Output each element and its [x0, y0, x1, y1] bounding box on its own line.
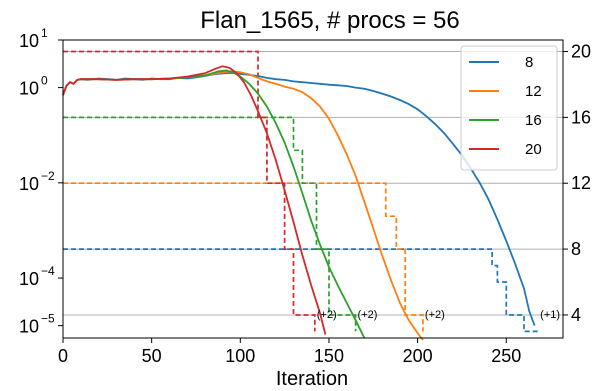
y-tick-label-base: 10 [19, 269, 39, 289]
residual-line-12 [63, 71, 423, 340]
y-tick-label-base: 10 [19, 31, 39, 51]
y2-tick-label: 12 [571, 173, 591, 193]
legend: 8 12 16 20 [461, 46, 557, 170]
proc-line-20 [63, 52, 315, 332]
y-tick-label-exponent: −2 [41, 169, 55, 183]
annotation-label: (+2) [425, 309, 445, 321]
y-tick-label-base: 10 [19, 174, 39, 194]
residual-line-20 [63, 66, 325, 334]
y2-tick-label: 8 [571, 239, 581, 259]
x-tick-label: 150 [314, 346, 344, 366]
y-tick-label-exponent: 1 [41, 26, 48, 40]
legend-label: 12 [525, 83, 542, 100]
y-tick-label-exponent: 0 [41, 74, 48, 88]
legend-box [461, 46, 557, 170]
legend-label: 8 [525, 54, 533, 71]
annotation-label: (+2) [358, 309, 378, 321]
x-tick-label: 50 [142, 346, 162, 366]
x-tick-label: 100 [225, 346, 255, 366]
y-axis-ticks: 10 110 010 −210 −410 −5 [19, 26, 63, 337]
x-axis-label: Iteration [276, 368, 348, 390]
y2-axis-ticks: 20 16 12 8 4 [563, 42, 591, 325]
x-tick-label: 200 [403, 346, 433, 366]
y-tick-label-base: 10 [19, 79, 39, 99]
y2-tick-label: 4 [571, 305, 581, 325]
annotation-label: (+2) [317, 309, 337, 321]
proc-line-8 [63, 249, 538, 331]
annotation-label: (+1) [540, 309, 560, 321]
x-axis-ticks: 0 50 100 150 200 250 [58, 338, 521, 366]
y-tick-label-base: 10 [19, 317, 39, 337]
x-tick-label: 0 [58, 346, 68, 366]
y2-tick-label: 20 [571, 42, 591, 62]
y2-tick-label: 16 [571, 107, 591, 127]
chart-title: Flan_1565, # procs = 56 [200, 7, 460, 34]
y-tick-label-exponent: −4 [41, 264, 55, 278]
legend-label: 20 [525, 141, 542, 158]
x-tick-label: 250 [491, 346, 521, 366]
y-tick-label-exponent: −5 [41, 312, 55, 326]
legend-label: 16 [525, 112, 542, 129]
residual-line-16 [63, 70, 364, 338]
